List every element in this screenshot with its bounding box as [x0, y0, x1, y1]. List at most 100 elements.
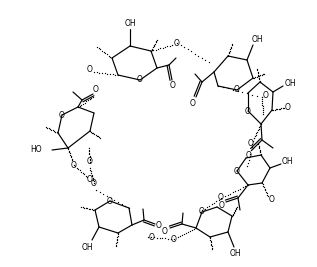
Point — [255, 70, 260, 74]
Point — [250, 92, 255, 97]
Point — [255, 68, 260, 73]
Point — [199, 56, 204, 60]
Point — [257, 149, 262, 153]
Point — [53, 129, 58, 134]
Point — [178, 234, 183, 238]
Point — [233, 189, 238, 193]
Point — [48, 127, 53, 131]
Point — [185, 47, 190, 52]
Point — [272, 107, 277, 112]
Point — [91, 131, 96, 135]
Point — [252, 134, 257, 139]
Point — [245, 91, 250, 96]
Point — [229, 43, 234, 48]
Point — [260, 103, 265, 107]
Text: OH: OH — [124, 18, 136, 28]
Point — [281, 106, 287, 110]
Point — [264, 191, 269, 195]
Point — [246, 158, 251, 162]
Point — [226, 53, 231, 57]
Point — [154, 39, 159, 43]
Point — [84, 175, 89, 179]
Point — [243, 184, 248, 188]
Point — [179, 233, 184, 237]
Point — [83, 206, 88, 210]
Point — [110, 72, 115, 76]
Point — [227, 49, 232, 53]
Point — [171, 237, 177, 241]
Point — [265, 193, 270, 197]
Point — [113, 244, 119, 248]
Text: O: O — [87, 158, 93, 167]
Point — [114, 239, 119, 244]
Point — [107, 72, 113, 76]
Text: O: O — [162, 226, 168, 235]
Point — [163, 236, 168, 241]
Point — [253, 75, 258, 79]
Point — [115, 200, 120, 204]
Point — [174, 41, 179, 45]
Point — [89, 96, 94, 100]
Point — [69, 156, 74, 161]
Point — [154, 38, 159, 42]
Text: OH: OH — [229, 249, 241, 257]
Point — [89, 172, 94, 177]
Point — [108, 55, 113, 59]
Point — [88, 207, 93, 211]
Point — [77, 104, 82, 108]
Point — [211, 201, 217, 205]
Point — [151, 235, 156, 239]
Point — [86, 207, 91, 211]
Point — [245, 161, 250, 165]
Point — [100, 71, 105, 75]
Point — [50, 128, 55, 132]
Point — [80, 171, 85, 175]
Point — [229, 45, 234, 49]
Text: O: O — [263, 92, 269, 100]
Point — [165, 44, 170, 49]
Text: O: O — [234, 85, 240, 95]
Point — [113, 73, 118, 77]
Point — [94, 70, 99, 74]
Text: O: O — [190, 99, 196, 108]
Point — [94, 45, 100, 49]
Point — [279, 106, 284, 111]
Point — [184, 231, 189, 235]
Point — [93, 133, 98, 137]
Point — [251, 139, 256, 143]
Point — [69, 158, 74, 162]
Point — [189, 49, 194, 54]
Point — [208, 239, 213, 243]
Text: O: O — [199, 207, 205, 217]
Point — [256, 142, 261, 147]
Point — [148, 49, 153, 53]
Point — [218, 196, 223, 200]
Point — [87, 152, 92, 156]
Point — [275, 107, 280, 111]
Point — [87, 129, 93, 133]
Point — [209, 202, 214, 206]
Point — [100, 49, 105, 53]
Point — [257, 77, 262, 81]
Point — [87, 154, 92, 158]
Point — [230, 212, 236, 216]
Point — [182, 45, 187, 49]
Point — [223, 194, 228, 198]
Text: OH: OH — [281, 158, 293, 167]
Point — [115, 235, 120, 239]
Point — [233, 207, 238, 211]
Point — [88, 167, 93, 172]
Point — [155, 47, 160, 51]
Text: HO: HO — [30, 146, 42, 155]
Point — [250, 142, 255, 146]
Point — [87, 149, 92, 153]
Point — [240, 185, 245, 190]
Point — [208, 240, 213, 245]
Point — [66, 146, 71, 150]
Point — [196, 53, 201, 58]
Point — [157, 236, 162, 240]
Point — [94, 134, 99, 138]
Point — [151, 44, 156, 48]
Point — [225, 193, 230, 197]
Point — [160, 236, 165, 240]
